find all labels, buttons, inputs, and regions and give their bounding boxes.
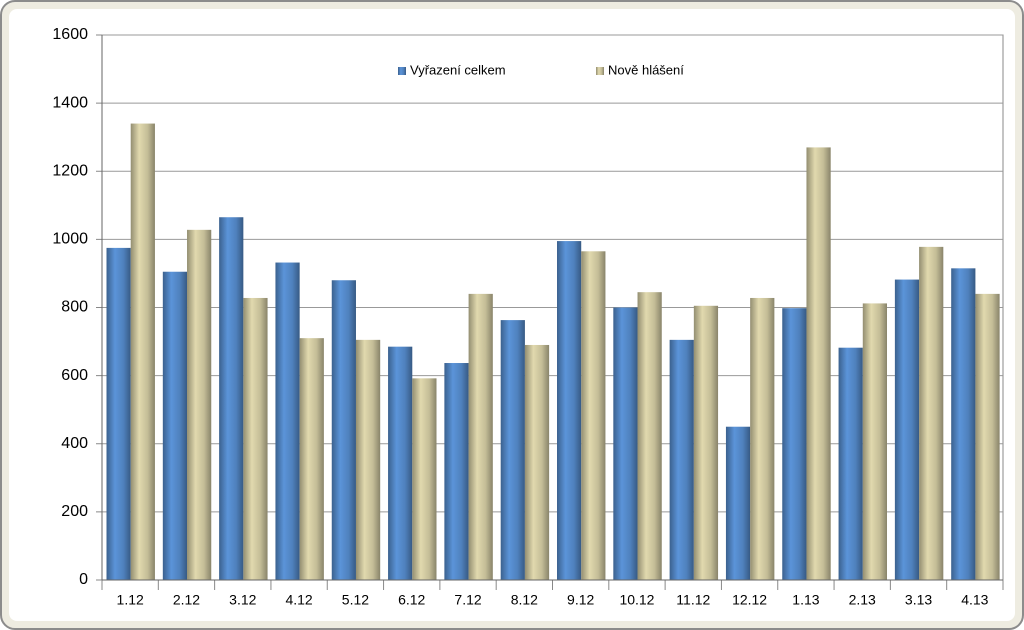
x-tick-label: 9.12 — [567, 592, 594, 608]
bar — [725, 426, 751, 580]
legend-swatch — [596, 67, 604, 75]
x-tick-label: 4.12 — [285, 592, 312, 608]
x-tick-label: 2.13 — [849, 592, 876, 608]
bar — [613, 307, 638, 580]
bar — [106, 247, 131, 580]
legend-label: Nově hlášení — [608, 62, 684, 77]
y-tick-label: 600 — [61, 367, 88, 384]
bar — [524, 344, 550, 580]
legend-label: Vyřazení celkem — [410, 62, 506, 77]
bar — [388, 346, 413, 580]
y-tick-label: 200 — [61, 503, 88, 520]
bar — [750, 297, 775, 580]
x-tick-label: 2.12 — [173, 592, 200, 608]
x-tick-label: 6.12 — [398, 592, 425, 608]
x-tick-label: 4.13 — [961, 592, 988, 608]
y-tick-label: 0 — [79, 571, 88, 588]
bar — [806, 147, 831, 580]
bar — [355, 339, 381, 580]
x-tick-label: 7.12 — [454, 592, 481, 608]
bar — [894, 279, 920, 580]
y-tick-label: 1600 — [52, 26, 88, 43]
y-tick-label: 1200 — [52, 162, 88, 179]
bar — [162, 271, 188, 580]
x-tick-label: 5.12 — [342, 592, 369, 608]
bar — [468, 293, 493, 580]
y-tick-label: 1000 — [52, 231, 88, 248]
bar — [919, 246, 944, 580]
x-tick-label: 3.12 — [229, 592, 256, 608]
x-tick-label: 8.12 — [511, 592, 538, 608]
bar — [412, 378, 437, 580]
bar — [557, 241, 582, 580]
x-tick-label: 11.12 — [676, 592, 710, 608]
legend-swatch — [398, 67, 406, 75]
bar — [838, 347, 863, 580]
bar — [975, 293, 1000, 580]
y-tick-label: 800 — [61, 299, 88, 316]
bar — [782, 308, 807, 580]
bar — [637, 292, 662, 580]
bar — [219, 217, 244, 580]
bar — [500, 320, 525, 580]
bar — [275, 262, 300, 580]
y-tick-label: 1400 — [52, 94, 88, 111]
bar — [331, 280, 356, 580]
bar — [581, 251, 606, 580]
bar — [951, 268, 976, 580]
y-tick-label: 400 — [61, 435, 88, 452]
x-tick-label: 1.12 — [117, 592, 144, 608]
bar — [862, 303, 887, 580]
bar — [669, 339, 694, 580]
bar — [243, 297, 268, 580]
bar — [693, 305, 719, 580]
bar — [130, 123, 155, 580]
x-tick-label: 1.13 — [792, 592, 819, 608]
bar — [444, 363, 469, 580]
x-tick-label: 10.12 — [619, 592, 654, 608]
bar — [187, 229, 212, 580]
x-tick-label: 3.13 — [905, 592, 932, 608]
x-tick-label: 12.12 — [732, 592, 767, 608]
bar — [299, 338, 324, 580]
